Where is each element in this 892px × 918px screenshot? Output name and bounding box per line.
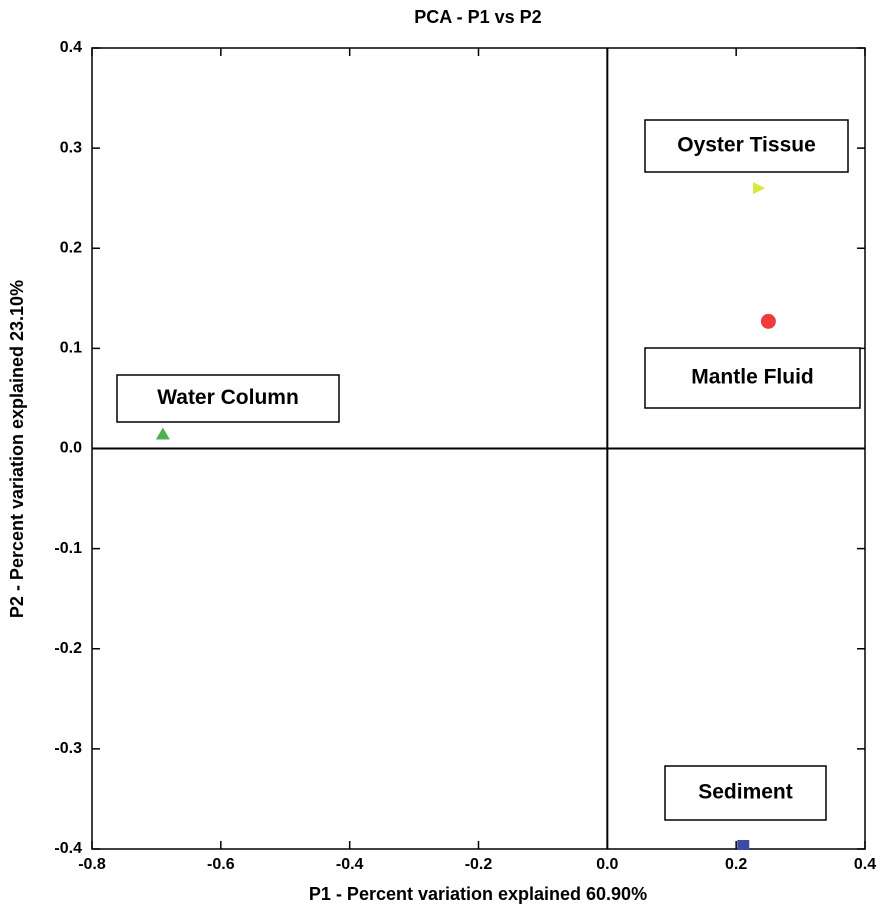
y-tick-label: -0.4 (54, 840, 82, 857)
y-tick-label: 0.0 (60, 440, 82, 457)
x-tick-label: -0.8 (78, 856, 106, 873)
x-axis-title: P1 - Percent variation explained 60.90% (309, 884, 647, 904)
x-tick-label: 0.0 (596, 856, 618, 873)
point (737, 839, 750, 850)
y-tick-label: -0.2 (54, 640, 82, 657)
x-tick-label: -0.6 (207, 856, 235, 873)
y-tick-label: 0.2 (60, 239, 82, 256)
point-label: Sediment (698, 781, 793, 804)
x-tick-label: -0.4 (336, 856, 364, 873)
y-axis-title: P2 - Percent variation explained 23.10% (7, 280, 27, 618)
label-box (664, 765, 827, 821)
y-tick-label: 0.3 (60, 139, 82, 156)
y-tick-label: -0.1 (54, 540, 82, 557)
point-label: Water Column (157, 386, 299, 409)
point (155, 427, 170, 440)
point-label: Oyster Tissue (677, 134, 816, 157)
point (760, 313, 776, 329)
label-box (644, 119, 849, 173)
y-tick-label: 0.4 (60, 39, 82, 56)
label-box (116, 374, 340, 423)
chart-title: PCA - P1 vs P2 (414, 7, 541, 27)
y-tick-label: -0.3 (54, 740, 82, 757)
x-tick-label: 0.4 (854, 856, 876, 873)
point (753, 182, 766, 195)
point-label: Mantle Fluid (691, 366, 814, 389)
y-tick-label: 0.1 (60, 340, 82, 357)
x-tick-label: -0.2 (465, 856, 493, 873)
label-box (644, 347, 861, 409)
x-tick-label: 0.2 (725, 856, 747, 873)
